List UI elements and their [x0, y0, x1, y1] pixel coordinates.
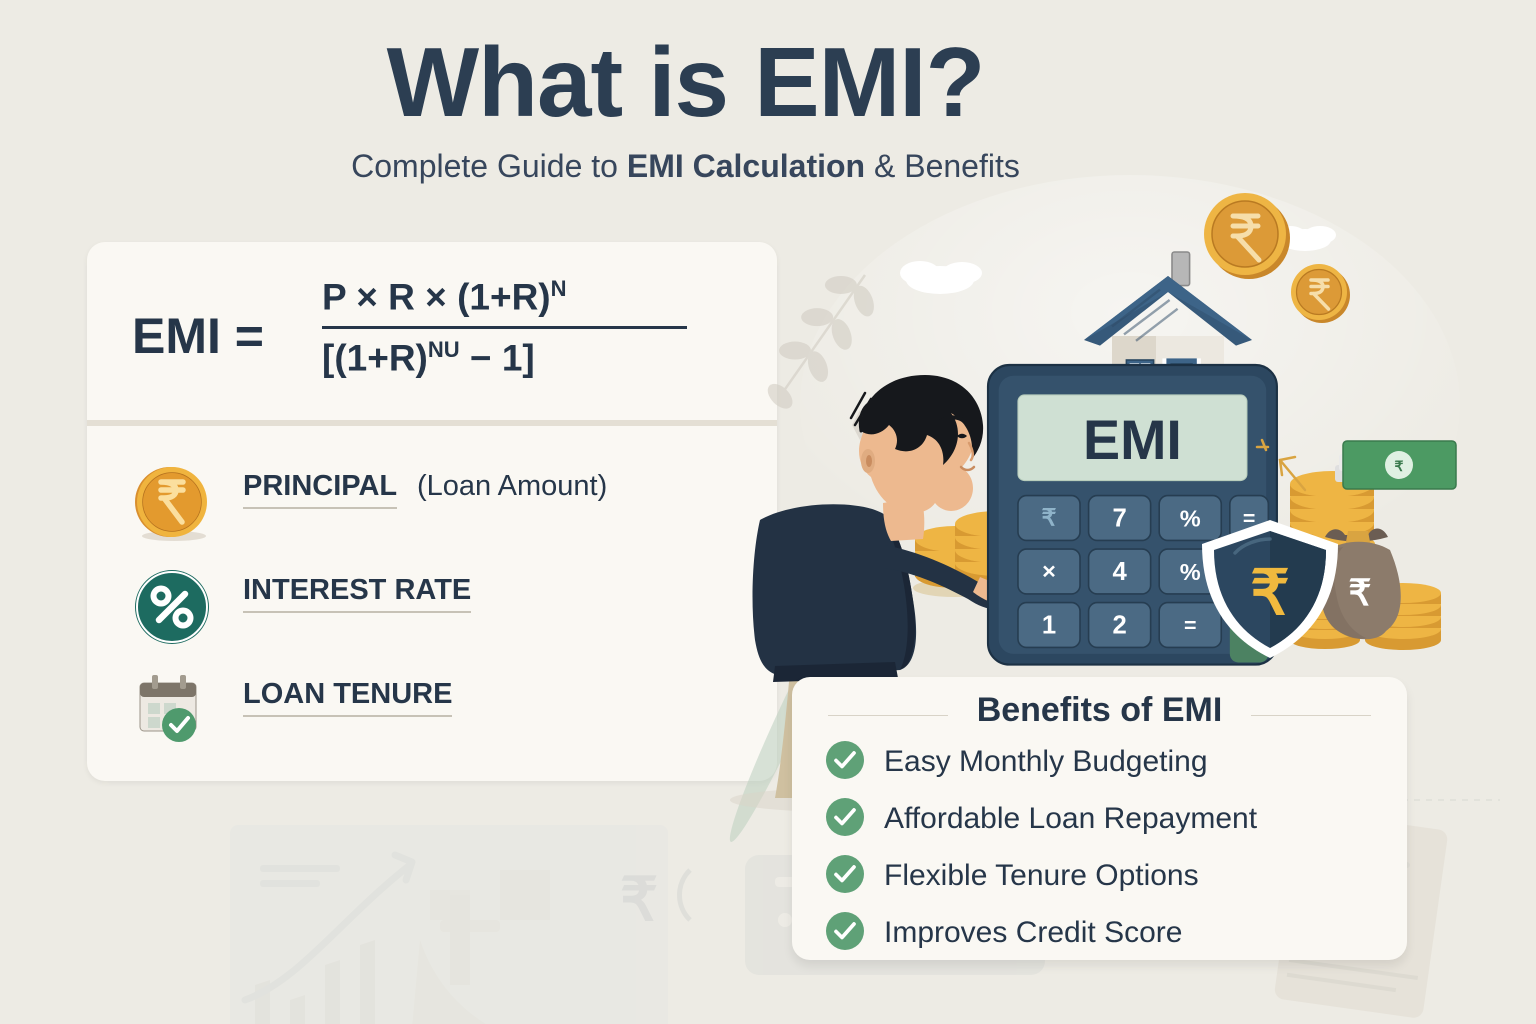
svg-text:×: ×: [1042, 558, 1056, 584]
svg-text:=: =: [1184, 614, 1197, 638]
svg-text:₹: ₹: [1349, 572, 1372, 613]
svg-text:1: 1: [1042, 612, 1056, 640]
svg-text:4: 4: [1112, 558, 1127, 586]
svg-text:EMI: EMI: [1083, 409, 1182, 471]
svg-text:%: %: [1180, 559, 1201, 585]
svg-text:₹: ₹: [1250, 559, 1289, 628]
svg-text:₹: ₹: [1041, 505, 1056, 531]
svg-text:7: 7: [1112, 505, 1126, 533]
svg-text:₹: ₹: [620, 866, 658, 933]
svg-text:₹: ₹: [1395, 458, 1404, 474]
svg-text:%: %: [1180, 506, 1201, 532]
svg-text:2: 2: [1112, 612, 1126, 640]
